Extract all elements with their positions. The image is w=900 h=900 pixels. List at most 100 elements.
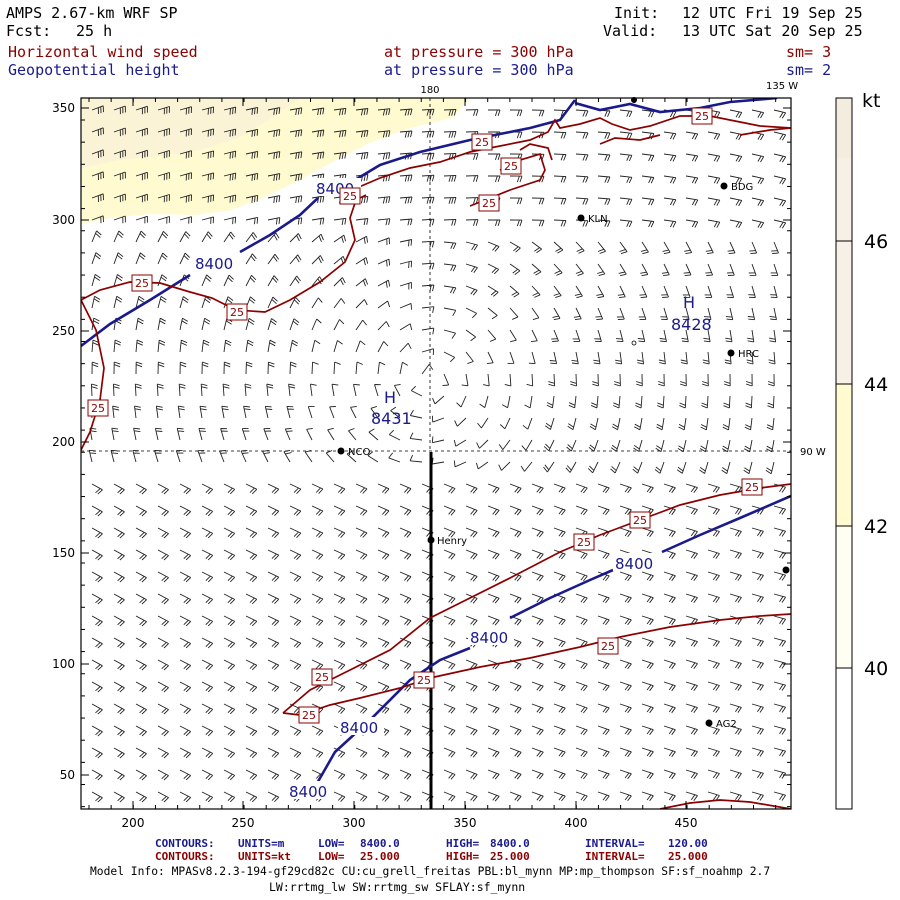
wind-barb bbox=[685, 659, 698, 669]
wind-barb bbox=[597, 197, 611, 205]
wind-barb bbox=[619, 153, 633, 162]
wind-barb bbox=[635, 395, 643, 409]
wind-barb bbox=[638, 307, 647, 320]
wind-barb bbox=[311, 549, 324, 560]
wind-barb bbox=[663, 747, 676, 758]
wind-barb bbox=[477, 417, 489, 429]
wind-barb bbox=[245, 681, 258, 693]
wind-barb bbox=[443, 505, 456, 516]
wind-barb bbox=[421, 196, 435, 204]
wind-barb bbox=[333, 234, 347, 243]
wind-barb bbox=[593, 351, 601, 365]
wind-barb bbox=[156, 383, 164, 397]
wind-barb bbox=[522, 417, 533, 430]
wind-barb bbox=[201, 483, 214, 495]
wind-barb bbox=[680, 351, 688, 365]
wind-barb bbox=[333, 659, 346, 670]
wind-barb bbox=[726, 285, 735, 298]
wind-barb bbox=[531, 681, 544, 692]
wind-barb bbox=[377, 483, 390, 494]
wind-barb bbox=[465, 593, 478, 604]
wind-barb bbox=[432, 415, 445, 423]
wind-barb bbox=[685, 637, 698, 647]
wind-barb bbox=[465, 725, 478, 736]
wind-barb bbox=[113, 747, 125, 759]
speed-label-box bbox=[298, 706, 320, 724]
wind-barb bbox=[487, 725, 500, 736]
wind-barb bbox=[179, 681, 192, 693]
wind-barb bbox=[157, 769, 169, 781]
wind-barb bbox=[223, 274, 234, 287]
wind-barb bbox=[509, 263, 521, 275]
wind-barb bbox=[751, 659, 764, 669]
wind-barb bbox=[685, 791, 698, 801]
wind-barb bbox=[135, 593, 147, 605]
wind-barb bbox=[766, 439, 775, 453]
wind-barb bbox=[509, 197, 523, 205]
wind-barb bbox=[179, 296, 189, 309]
wind-barb bbox=[707, 549, 720, 559]
wind-barb bbox=[521, 439, 533, 451]
wind-barb bbox=[729, 769, 742, 779]
wind-barb bbox=[770, 285, 778, 299]
wind-barb bbox=[773, 637, 786, 647]
wind-barb bbox=[91, 105, 104, 115]
wind-barb bbox=[289, 107, 303, 116]
wind-barb bbox=[575, 131, 589, 139]
wind-barb bbox=[744, 417, 753, 431]
speed-label-box bbox=[478, 194, 500, 212]
wind-barb bbox=[311, 217, 325, 225]
wind-barb bbox=[135, 527, 147, 539]
speed-label: 25 bbox=[417, 674, 431, 687]
wind-barb bbox=[487, 571, 500, 582]
wind-barb bbox=[575, 241, 585, 254]
wind-barb bbox=[267, 217, 281, 225]
wind-barb bbox=[355, 218, 369, 226]
wind-barb bbox=[179, 703, 192, 715]
wind-barb bbox=[487, 153, 501, 161]
wind-barb bbox=[572, 329, 581, 342]
wind-barb bbox=[377, 279, 391, 288]
wind-barb bbox=[377, 108, 391, 116]
speed-label-box bbox=[629, 511, 651, 529]
wind-barb bbox=[421, 240, 435, 248]
wind-barb bbox=[597, 549, 610, 560]
wind-barb bbox=[201, 681, 214, 693]
wind-barb bbox=[707, 505, 720, 515]
wind-barb bbox=[548, 373, 556, 387]
wind-barb bbox=[135, 725, 147, 737]
wind-barb bbox=[636, 351, 645, 365]
wind-barb bbox=[91, 361, 99, 375]
wind-barb bbox=[245, 216, 259, 225]
wind-barb bbox=[377, 341, 389, 353]
wind-barb bbox=[685, 725, 698, 735]
speed-label: 25 bbox=[601, 640, 615, 653]
wind-barb bbox=[179, 725, 192, 737]
wind-barb bbox=[267, 129, 281, 137]
forecast-label: Fcst: bbox=[6, 22, 52, 40]
wind-barb bbox=[289, 571, 302, 583]
wind-barb bbox=[288, 383, 296, 397]
wind-barb bbox=[157, 637, 169, 649]
wind-barb bbox=[113, 339, 122, 353]
footer-row1-interval: 120.00 bbox=[668, 837, 708, 850]
wind-barb bbox=[135, 769, 147, 781]
wind-barb bbox=[289, 615, 302, 627]
wind-barb bbox=[388, 429, 401, 441]
wind-barb bbox=[443, 593, 456, 604]
wind-barb bbox=[597, 505, 610, 516]
wind-barb bbox=[531, 285, 541, 298]
wind-barb bbox=[619, 593, 632, 604]
wind-barb bbox=[487, 527, 500, 538]
wind-barb bbox=[399, 361, 409, 375]
wind-barb bbox=[333, 527, 346, 538]
wind-barb bbox=[267, 361, 275, 375]
wind-barb bbox=[179, 549, 192, 561]
wind-barb bbox=[91, 127, 104, 137]
speed-label: 25 bbox=[302, 709, 316, 722]
wind-barb bbox=[157, 615, 169, 627]
wind-barb bbox=[479, 395, 489, 408]
wind-barb bbox=[443, 241, 457, 250]
wind-barb bbox=[770, 263, 779, 276]
wind-barb bbox=[641, 637, 654, 648]
